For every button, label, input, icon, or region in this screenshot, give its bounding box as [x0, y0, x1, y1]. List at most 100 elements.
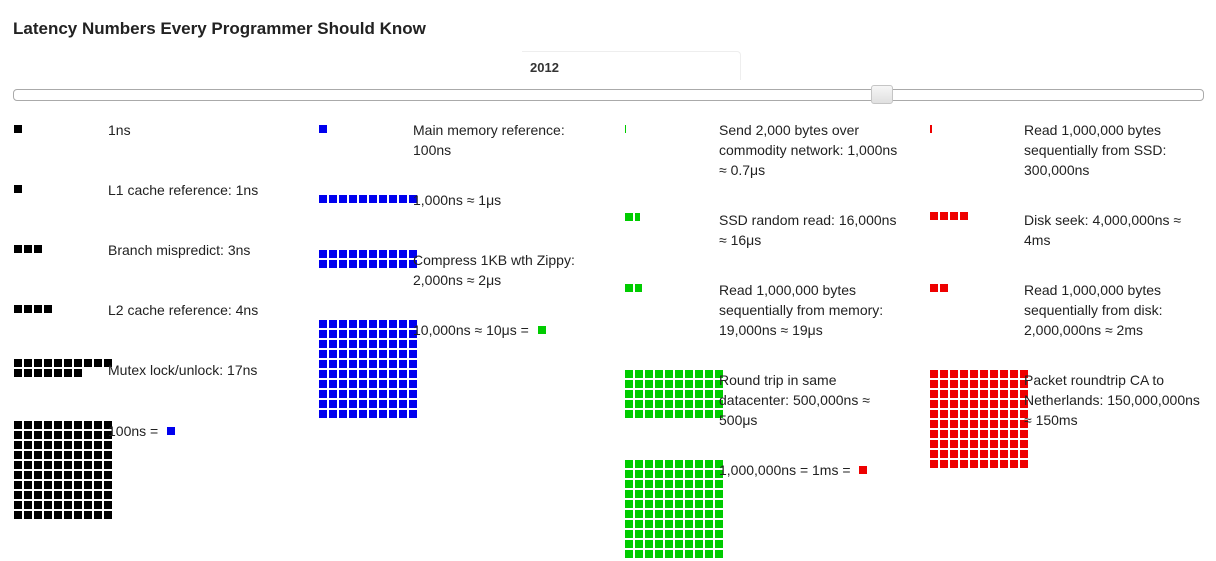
latency-square — [84, 491, 92, 499]
latency-square — [625, 540, 633, 548]
latency-square — [1000, 460, 1008, 468]
label-packet-roundtrip: Packet roundtrip CA to Netherlands: 150,… — [1024, 372, 1200, 428]
latency-square — [695, 370, 703, 378]
latency-square — [715, 490, 723, 498]
latency-square — [685, 500, 693, 508]
latency-square — [695, 540, 703, 548]
latency-square — [675, 370, 683, 378]
latency-square — [339, 260, 347, 268]
latency-square — [34, 451, 42, 459]
latency-square — [104, 421, 112, 429]
latency-square — [1010, 410, 1018, 418]
latency-square — [980, 400, 988, 408]
year-slider-handle[interactable] — [871, 85, 894, 104]
latency-square — [54, 481, 62, 489]
latency-square — [54, 491, 62, 499]
latency-square — [960, 430, 968, 438]
latency-square — [625, 510, 633, 518]
latency-square — [705, 490, 713, 498]
latency-square — [14, 491, 22, 499]
latency-square — [1000, 430, 1008, 438]
latency-square — [34, 491, 42, 499]
latency-square — [970, 440, 978, 448]
latency-square — [64, 369, 72, 377]
latency-square — [1010, 390, 1018, 398]
legend-swatch-blue — [167, 427, 176, 435]
latency-square — [635, 284, 642, 292]
latency-square — [685, 530, 693, 538]
latency-square — [54, 421, 62, 429]
latency-square — [1010, 450, 1018, 458]
latency-square — [349, 340, 357, 348]
label-zippy: Compress 1KB wth Zippy: 2,000ns ≈ 2μs — [413, 252, 575, 288]
latency-square — [655, 490, 663, 498]
latency-square — [329, 350, 337, 358]
latency-square — [970, 410, 978, 418]
latency-square — [625, 470, 633, 478]
latency-square — [930, 430, 938, 438]
latency-square — [74, 421, 82, 429]
latency-square — [645, 480, 653, 488]
latency-square — [1000, 370, 1008, 378]
latency-square — [635, 520, 643, 528]
latency-square — [359, 370, 367, 378]
latency-square — [715, 380, 723, 388]
latency-square — [339, 360, 347, 368]
latency-square — [74, 471, 82, 479]
latency-square — [940, 440, 948, 448]
latency-square — [74, 511, 82, 519]
latency-square — [625, 460, 633, 468]
legend-swatch-green — [537, 326, 546, 334]
latency-square — [339, 390, 347, 398]
latency-square — [715, 550, 723, 558]
latency-square — [1020, 420, 1028, 428]
latency-square — [349, 390, 357, 398]
latency-square — [399, 410, 407, 418]
label-1ms: 1,000,000ns = 1ms = — [719, 460, 909, 480]
latency-square — [14, 461, 22, 469]
latency-square — [379, 250, 387, 258]
latency-square — [24, 441, 32, 449]
latency-square — [34, 421, 42, 429]
latency-square — [64, 451, 72, 459]
latency-square — [625, 380, 633, 388]
latency-square — [74, 431, 82, 439]
latency-square — [980, 380, 988, 388]
latency-square — [665, 380, 673, 388]
latency-square — [715, 410, 723, 418]
latency-square — [940, 284, 948, 292]
latency-square — [319, 370, 327, 378]
latency-square — [705, 400, 713, 408]
latency-square — [399, 380, 407, 388]
latency-square — [705, 510, 713, 518]
latency-square — [695, 550, 703, 558]
latency-square — [635, 410, 643, 418]
latency-square — [635, 460, 643, 468]
latency-square — [369, 260, 377, 268]
label-disk-sequential: Read 1,000,000 bytes sequentially from d… — [1024, 282, 1163, 338]
year-label: 2012 — [530, 60, 559, 75]
latency-square — [54, 359, 62, 367]
latency-square — [695, 380, 703, 388]
label-mutex: Mutex lock/unlock: 17ns — [108, 362, 258, 378]
latency-square — [339, 350, 347, 358]
latency-square — [104, 471, 112, 479]
latency-square — [24, 305, 32, 313]
latency-square — [379, 380, 387, 388]
latency-square — [359, 320, 367, 328]
latency-square — [369, 390, 377, 398]
latency-square — [675, 490, 683, 498]
latency-square — [84, 421, 92, 429]
latency-square — [675, 550, 683, 558]
latency-square — [399, 320, 407, 328]
latency-square — [930, 410, 938, 418]
year-slider-track[interactable] — [13, 89, 1204, 101]
latency-square — [940, 420, 948, 428]
latency-square — [635, 550, 643, 558]
latency-square — [685, 460, 693, 468]
label-1ns: 1ns — [108, 122, 131, 138]
latency-square — [349, 350, 357, 358]
latency-square — [74, 359, 82, 367]
latency-square — [960, 420, 968, 428]
latency-square — [675, 390, 683, 398]
